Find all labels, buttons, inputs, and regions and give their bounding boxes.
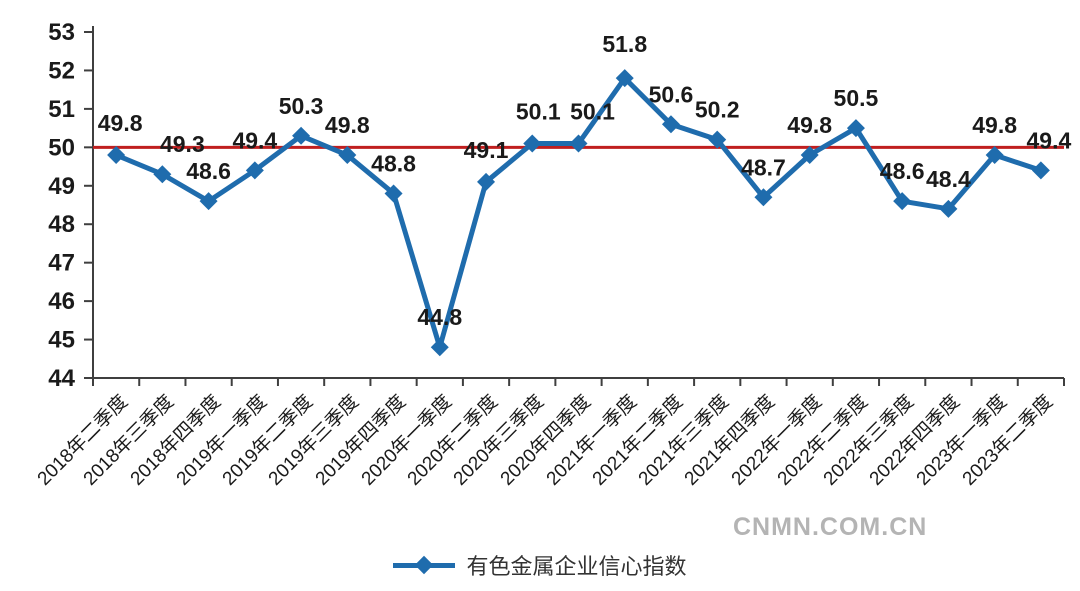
data-point-label: 49.8 (972, 112, 1017, 138)
data-point-marker (523, 134, 542, 153)
data-point-marker (338, 146, 357, 165)
data-point-label: 49.3 (160, 131, 205, 157)
data-point-marker (477, 172, 496, 191)
data-point-marker (245, 161, 264, 180)
data-point-marker (199, 192, 218, 211)
data-point-label: 48.6 (186, 158, 231, 184)
data-point-marker (893, 192, 912, 211)
diamond-marker-icon (415, 555, 434, 575)
y-tick-label: 51 (48, 96, 75, 123)
data-point-marker (754, 188, 773, 207)
data-point-marker (569, 134, 588, 153)
data-point-label: 49.8 (325, 112, 370, 138)
data-point-marker (708, 130, 727, 149)
data-point-marker (384, 184, 403, 203)
watermark: CNMN.COM.CN (733, 513, 928, 541)
data-point-marker (661, 115, 680, 134)
data-point-label: 48.6 (880, 158, 925, 184)
data-point-label: 48.7 (741, 154, 786, 180)
legend-label: 有色金属企业信心指数 (466, 554, 687, 579)
data-point-marker (1031, 161, 1050, 180)
data-point-marker (153, 165, 172, 184)
y-tick-label: 48 (48, 211, 75, 238)
data-point-label: 50.3 (279, 93, 324, 119)
data-point-label: 50.1 (516, 98, 561, 124)
data-point-marker (292, 126, 311, 145)
legend-line-diamond-icon (393, 555, 456, 575)
data-point-label: 48.8 (371, 150, 416, 176)
data-point-label: 49.8 (98, 110, 143, 136)
data-point-marker (107, 146, 126, 165)
y-tick-label: 47 (48, 250, 75, 277)
data-point-marker (430, 338, 449, 357)
chart-legend: 有色金属企业信心指数 (0, 549, 1080, 581)
data-point-label: 48.4 (926, 166, 971, 192)
data-point-marker (985, 146, 1004, 165)
data-point-label: 50.6 (649, 81, 694, 107)
y-tick-label: 49 (48, 173, 75, 200)
data-point-label: 44.8 (417, 304, 462, 330)
data-point-label: 50.1 (570, 98, 615, 124)
data-point-label: 49.4 (1026, 127, 1071, 153)
y-tick-label: 45 (48, 327, 75, 354)
y-tick-label: 50 (48, 134, 75, 161)
data-point-label: 49.1 (464, 137, 509, 163)
data-point-label: 50.2 (695, 97, 740, 123)
data-point-label: 51.8 (602, 31, 647, 57)
data-point-marker (615, 69, 634, 88)
y-tick-label: 53 (48, 19, 75, 46)
y-tick-label: 46 (48, 288, 75, 315)
data-point-label: 50.5 (834, 85, 879, 111)
data-point-label: 49.8 (787, 112, 832, 138)
y-tick-label: 52 (48, 57, 75, 84)
data-point-label: 49.4 (232, 127, 277, 153)
data-point-marker (800, 146, 819, 165)
y-tick-label: 44 (48, 365, 75, 392)
data-point-marker (846, 119, 865, 138)
data-point-marker (939, 199, 958, 218)
